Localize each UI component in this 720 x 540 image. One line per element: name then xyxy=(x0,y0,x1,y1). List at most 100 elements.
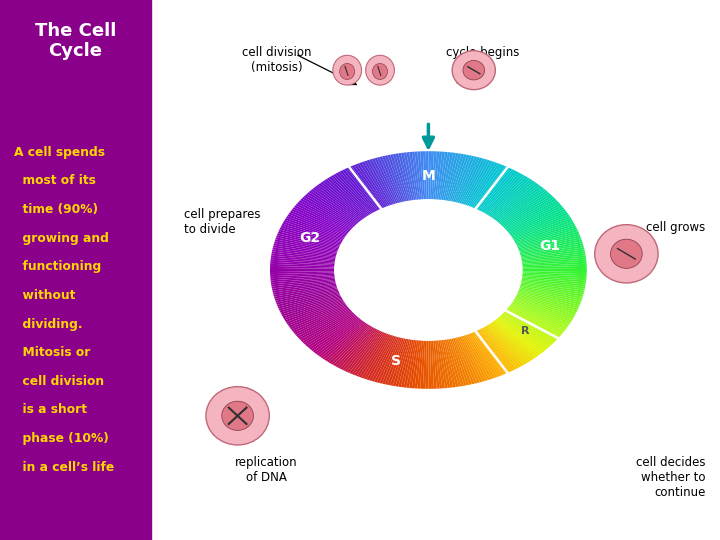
Wedge shape xyxy=(315,319,362,354)
Wedge shape xyxy=(297,202,352,231)
Wedge shape xyxy=(344,168,380,211)
Text: G1: G1 xyxy=(539,239,561,253)
Wedge shape xyxy=(291,209,348,235)
Wedge shape xyxy=(501,313,553,345)
Wedge shape xyxy=(420,151,425,200)
Wedge shape xyxy=(270,264,335,267)
Wedge shape xyxy=(513,299,573,320)
Wedge shape xyxy=(482,173,521,213)
Wedge shape xyxy=(289,212,346,237)
Wedge shape xyxy=(440,340,451,388)
Wedge shape xyxy=(282,222,343,242)
Wedge shape xyxy=(456,337,477,383)
Wedge shape xyxy=(464,335,490,380)
Wedge shape xyxy=(478,329,515,371)
Wedge shape xyxy=(502,197,555,228)
Wedge shape xyxy=(504,200,558,230)
Wedge shape xyxy=(459,158,482,204)
Wedge shape xyxy=(279,293,341,310)
Wedge shape xyxy=(347,330,382,373)
Wedge shape xyxy=(404,339,415,388)
Wedge shape xyxy=(304,313,356,345)
Wedge shape xyxy=(443,339,456,387)
Wedge shape xyxy=(467,334,495,379)
Wedge shape xyxy=(271,253,336,261)
Text: G2: G2 xyxy=(300,231,320,245)
Wedge shape xyxy=(468,163,498,207)
Wedge shape xyxy=(518,288,582,303)
Wedge shape xyxy=(398,339,412,387)
Wedge shape xyxy=(279,230,341,247)
Wedge shape xyxy=(377,157,400,204)
Wedge shape xyxy=(501,195,553,227)
Wedge shape xyxy=(271,276,336,282)
Wedge shape xyxy=(510,211,567,236)
Wedge shape xyxy=(486,177,528,215)
Wedge shape xyxy=(323,322,367,360)
Wedge shape xyxy=(382,156,402,203)
Wedge shape xyxy=(522,270,587,272)
Wedge shape xyxy=(271,260,335,265)
Wedge shape xyxy=(290,211,347,236)
Wedge shape xyxy=(323,180,367,218)
Text: replication
of DNA: replication of DNA xyxy=(235,456,297,484)
Wedge shape xyxy=(471,332,503,376)
Wedge shape xyxy=(276,289,339,305)
Wedge shape xyxy=(366,335,393,380)
Wedge shape xyxy=(505,309,559,338)
Wedge shape xyxy=(499,192,550,225)
Wedge shape xyxy=(486,325,528,363)
Wedge shape xyxy=(522,266,587,269)
Wedge shape xyxy=(516,294,577,313)
Wedge shape xyxy=(292,306,349,333)
Wedge shape xyxy=(522,275,586,280)
Wedge shape xyxy=(462,335,487,381)
Wedge shape xyxy=(304,195,356,227)
Wedge shape xyxy=(393,154,409,201)
Ellipse shape xyxy=(206,387,269,445)
Wedge shape xyxy=(271,252,336,260)
Wedge shape xyxy=(489,179,532,217)
Wedge shape xyxy=(406,152,417,200)
Wedge shape xyxy=(493,320,541,355)
Wedge shape xyxy=(522,262,587,266)
Wedge shape xyxy=(284,299,343,320)
Wedge shape xyxy=(379,157,401,203)
Wedge shape xyxy=(481,172,519,213)
Wedge shape xyxy=(393,339,409,386)
Wedge shape xyxy=(359,163,389,207)
Ellipse shape xyxy=(340,64,355,79)
Wedge shape xyxy=(271,255,336,262)
Wedge shape xyxy=(359,333,389,377)
Text: S: S xyxy=(391,354,401,368)
Wedge shape xyxy=(270,274,335,278)
Wedge shape xyxy=(270,270,335,272)
Wedge shape xyxy=(275,239,338,253)
Wedge shape xyxy=(460,335,485,382)
Wedge shape xyxy=(511,214,570,238)
Wedge shape xyxy=(349,331,383,374)
Bar xyxy=(0,0,151,540)
Wedge shape xyxy=(361,161,390,206)
Wedge shape xyxy=(369,159,395,205)
Wedge shape xyxy=(420,340,425,389)
Wedge shape xyxy=(506,204,562,232)
Wedge shape xyxy=(271,275,335,280)
Wedge shape xyxy=(520,244,583,255)
Wedge shape xyxy=(273,284,337,295)
Wedge shape xyxy=(338,327,376,368)
Wedge shape xyxy=(478,169,515,211)
Wedge shape xyxy=(496,318,544,353)
Wedge shape xyxy=(521,249,585,259)
Wedge shape xyxy=(286,216,345,239)
Wedge shape xyxy=(490,322,534,360)
Wedge shape xyxy=(521,282,585,293)
Wedge shape xyxy=(522,273,587,276)
Wedge shape xyxy=(521,252,585,260)
Wedge shape xyxy=(491,182,536,219)
Wedge shape xyxy=(395,339,410,387)
Wedge shape xyxy=(465,334,492,380)
Text: phase (10%): phase (10%) xyxy=(14,432,109,445)
Text: cell decides
whether to
continue: cell decides whether to continue xyxy=(636,456,706,500)
Wedge shape xyxy=(520,285,583,296)
